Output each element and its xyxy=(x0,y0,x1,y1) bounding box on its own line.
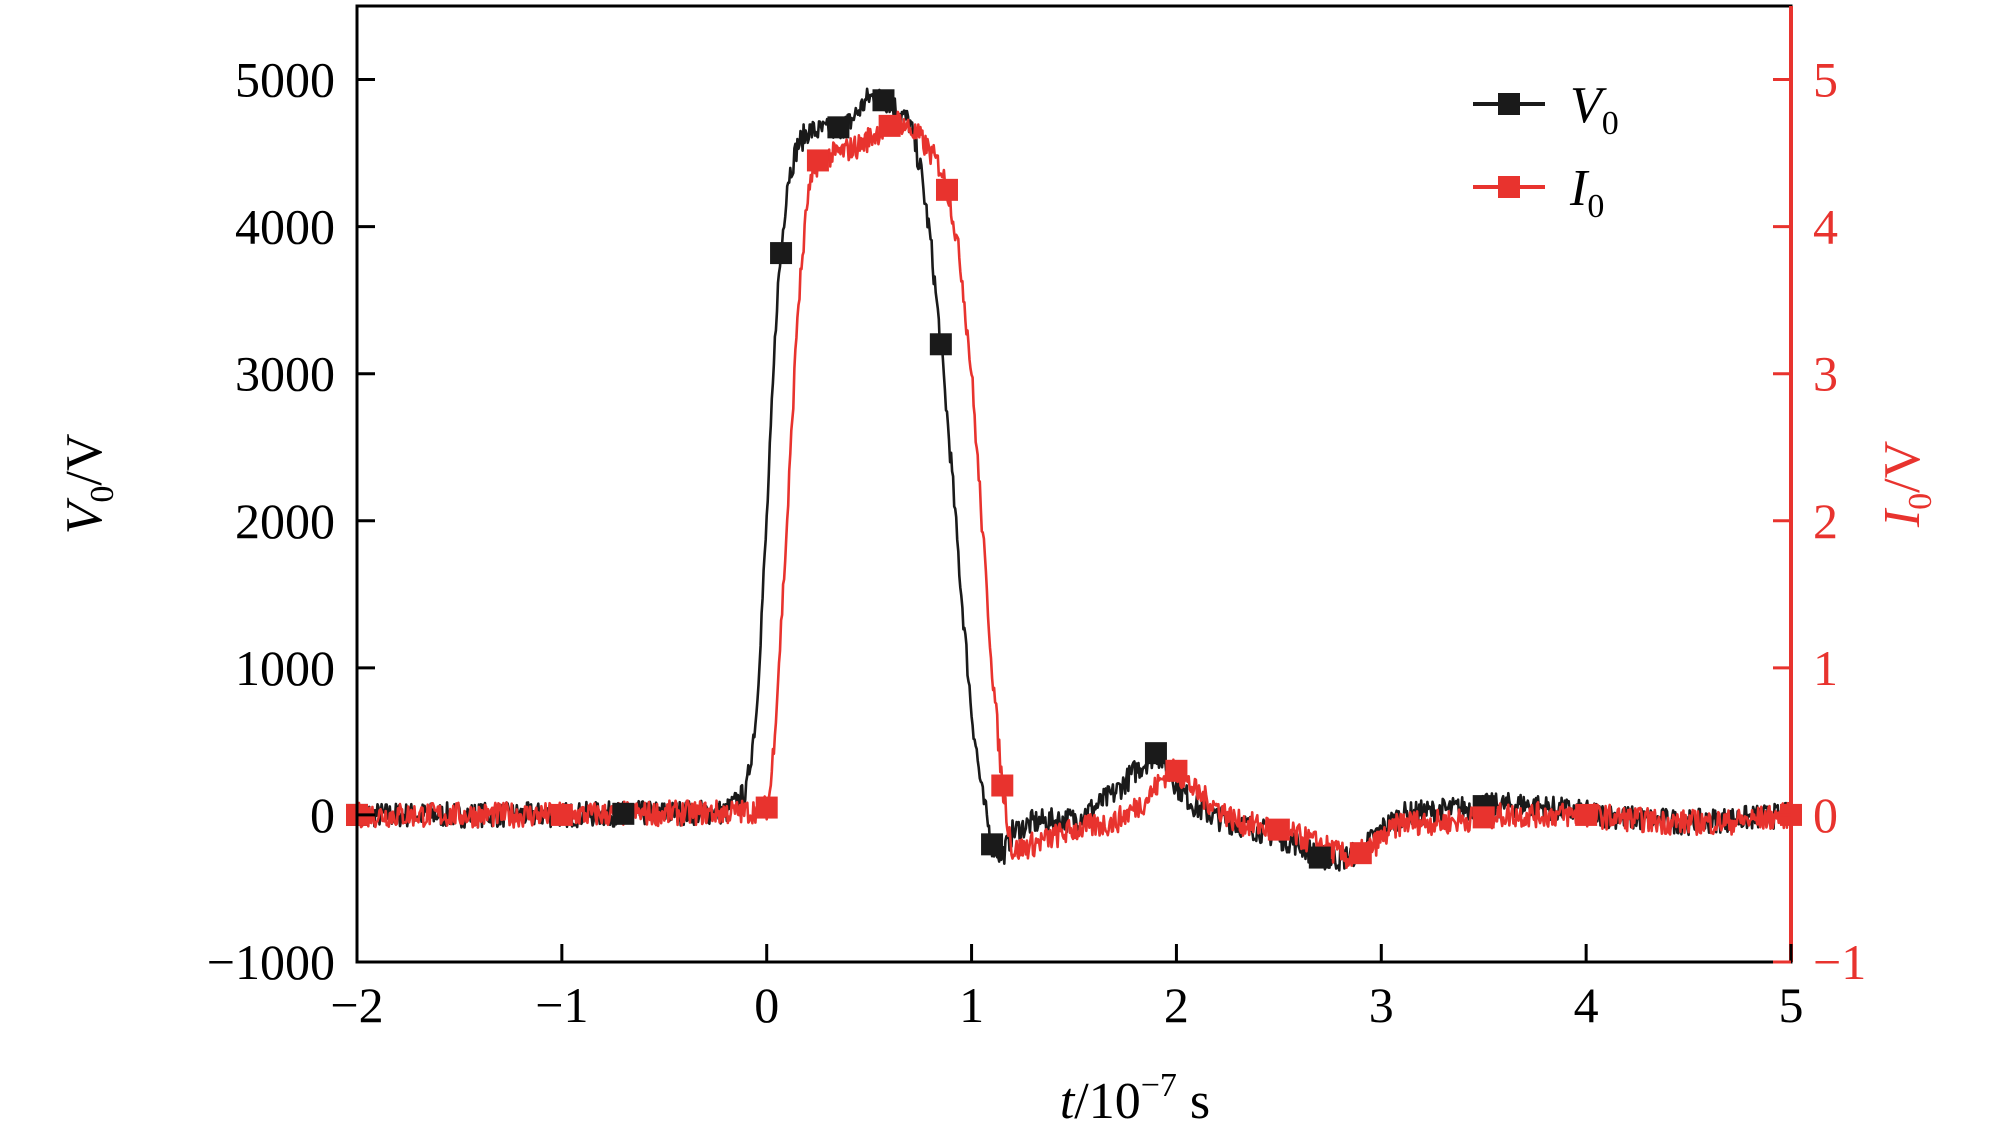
series-marker-i0 xyxy=(806,149,829,172)
y-right-axis-title: I0/V xyxy=(1874,441,1939,528)
series-marker-i0 xyxy=(1267,818,1290,841)
x-tick-label: 5 xyxy=(1779,977,1804,1033)
y-right-tick-label: 0 xyxy=(1813,787,1838,843)
series-marker-v0 xyxy=(827,116,850,139)
x-tick-label: −2 xyxy=(330,977,383,1033)
series-marker-i0 xyxy=(755,796,778,819)
x-axis-title: t/10−7 s xyxy=(1060,1067,1210,1130)
series-marker-v0 xyxy=(770,242,793,265)
y-right-tick-label: 5 xyxy=(1813,52,1838,108)
series-marker-v0 xyxy=(1308,846,1331,869)
y-right-tick-label: −1 xyxy=(1813,934,1866,990)
y-left-tick-label: 2000 xyxy=(235,493,335,549)
y-left-tick-label: 4000 xyxy=(235,199,335,255)
y-left-tick-label: 0 xyxy=(310,787,335,843)
series-marker-i0 xyxy=(1349,842,1372,865)
x-axis-exp: −7 xyxy=(1141,1067,1177,1104)
y-right-var: I xyxy=(1874,507,1931,528)
x-tick-label: 2 xyxy=(1164,977,1189,1033)
x-tick-label: −1 xyxy=(535,977,588,1033)
x-tick-label: 3 xyxy=(1369,977,1394,1033)
y-right-tick-label: 1 xyxy=(1813,640,1838,696)
x-tick-label: 4 xyxy=(1574,977,1599,1033)
series-marker-i0 xyxy=(1575,803,1598,826)
y-left-tick-label: 1000 xyxy=(235,640,335,696)
series-marker-v0 xyxy=(872,89,895,112)
y-left-tick-label: −1000 xyxy=(207,934,335,990)
y-right-sub: 0 xyxy=(1902,493,1939,510)
series-marker-v0 xyxy=(929,333,952,356)
y-right-axis-ticks: −1 0 1 2 3 4 5 xyxy=(1773,52,1866,990)
legend: V0 I0 xyxy=(1473,77,1619,225)
series-marker-i0 xyxy=(1472,806,1495,829)
legend-marker-i0 xyxy=(1498,176,1520,198)
x-tick-label: 1 xyxy=(959,977,984,1033)
x-axis-suffix: s xyxy=(1177,1073,1210,1130)
x-tick-label: 0 xyxy=(754,977,779,1033)
legend-entry-i0: I0 xyxy=(1473,160,1604,225)
series-marker-i0 xyxy=(1165,759,1188,782)
x-axis-ticks: −2 −1 0 1 2 3 4 5 xyxy=(330,944,1804,1033)
x-axis-var: t xyxy=(1060,1073,1076,1130)
y-right-tick-label: 2 xyxy=(1813,493,1838,549)
series-layer xyxy=(357,87,1791,872)
legend-label-i0: I0 xyxy=(1569,160,1604,225)
y-left-sub: 0 xyxy=(84,486,121,503)
series-marker-i0 xyxy=(550,803,573,826)
series-marker-i0 xyxy=(878,114,901,137)
series-marker-i0 xyxy=(991,774,1014,797)
series-marker-v0 xyxy=(1144,742,1167,765)
y-left-tick-label: 5000 xyxy=(235,52,335,108)
legend-label-v0: V0 xyxy=(1570,77,1619,142)
y-left-axis-title: V0/V xyxy=(56,434,121,535)
series-line-i0 xyxy=(357,110,1791,869)
legend-marker-v0 xyxy=(1498,93,1520,115)
y-left-var: V xyxy=(56,497,113,534)
y-left-tick-label: 3000 xyxy=(235,346,335,402)
y-left-axis-ticks: −1000 0 1000 2000 3000 4000 5000 xyxy=(207,52,375,990)
series-marker-v0 xyxy=(612,802,635,825)
y-right-tick-label: 4 xyxy=(1813,199,1838,255)
x-axis-unit: /10 xyxy=(1074,1073,1140,1130)
series-marker-i0 xyxy=(935,178,958,201)
legend-entry-v0: V0 xyxy=(1473,77,1619,142)
y-right-tick-label: 3 xyxy=(1813,346,1838,402)
y-right-unit: /V xyxy=(1874,441,1931,493)
y-left-unit: /V xyxy=(56,434,113,486)
series-marker-v0 xyxy=(981,833,1004,856)
